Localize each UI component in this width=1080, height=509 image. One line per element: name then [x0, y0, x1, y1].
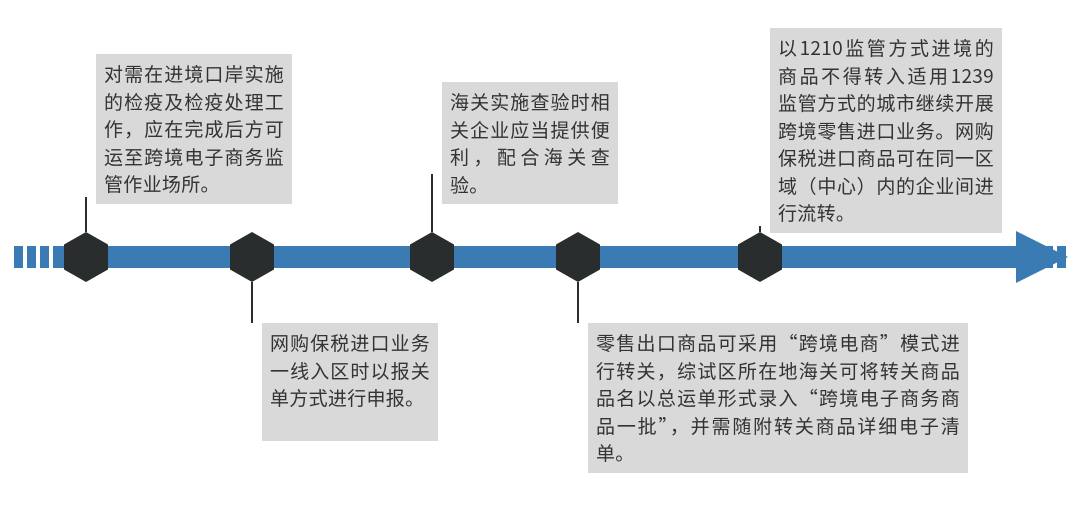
timeline-arrow — [1016, 231, 1068, 283]
timeline-diagram: { "layout": { "canvas_w": 1080, "canvas_… — [0, 0, 1080, 509]
timeline-connector-3 — [431, 174, 433, 232]
timeline-node-3 — [410, 232, 454, 282]
timeline-node-1 — [64, 232, 108, 282]
timeline-note-4: 零售出口商品可采用“跨境电商”模式进行转关，综试区所在地海关可将转关商品品名以总… — [588, 323, 968, 473]
timeline-connector-2 — [251, 282, 253, 323]
timeline-node-2 — [230, 232, 274, 282]
timeline-node-4 — [556, 232, 600, 282]
timeline-node-5 — [738, 232, 782, 282]
timeline-note-2: 网购保税进口业务一线入区时以报关单方式进行申报。 — [262, 323, 438, 441]
timeline-connector-4 — [577, 282, 579, 323]
timeline-note-1: 对需在进境口岸实施的检疫及检疫处理工作，应在完成后方可运至跨境电子商务监管作业场… — [96, 54, 292, 204]
timeline-connector-5 — [759, 226, 761, 232]
timeline-bar — [62, 246, 1016, 268]
timeline-note-3: 海关实施查验时相关企业应当提供便利，配合海关查验。 — [442, 82, 618, 204]
dash-seg — [53, 246, 62, 268]
dash-seg — [14, 246, 23, 268]
dash-seg — [27, 246, 36, 268]
dash-seg — [40, 246, 49, 268]
timeline-note-5: 以1210监管方式进境的商品不得转入适用1239监管方式的城市继续开展跨境零售进… — [770, 28, 1002, 233]
timeline-connector-1 — [85, 197, 87, 232]
